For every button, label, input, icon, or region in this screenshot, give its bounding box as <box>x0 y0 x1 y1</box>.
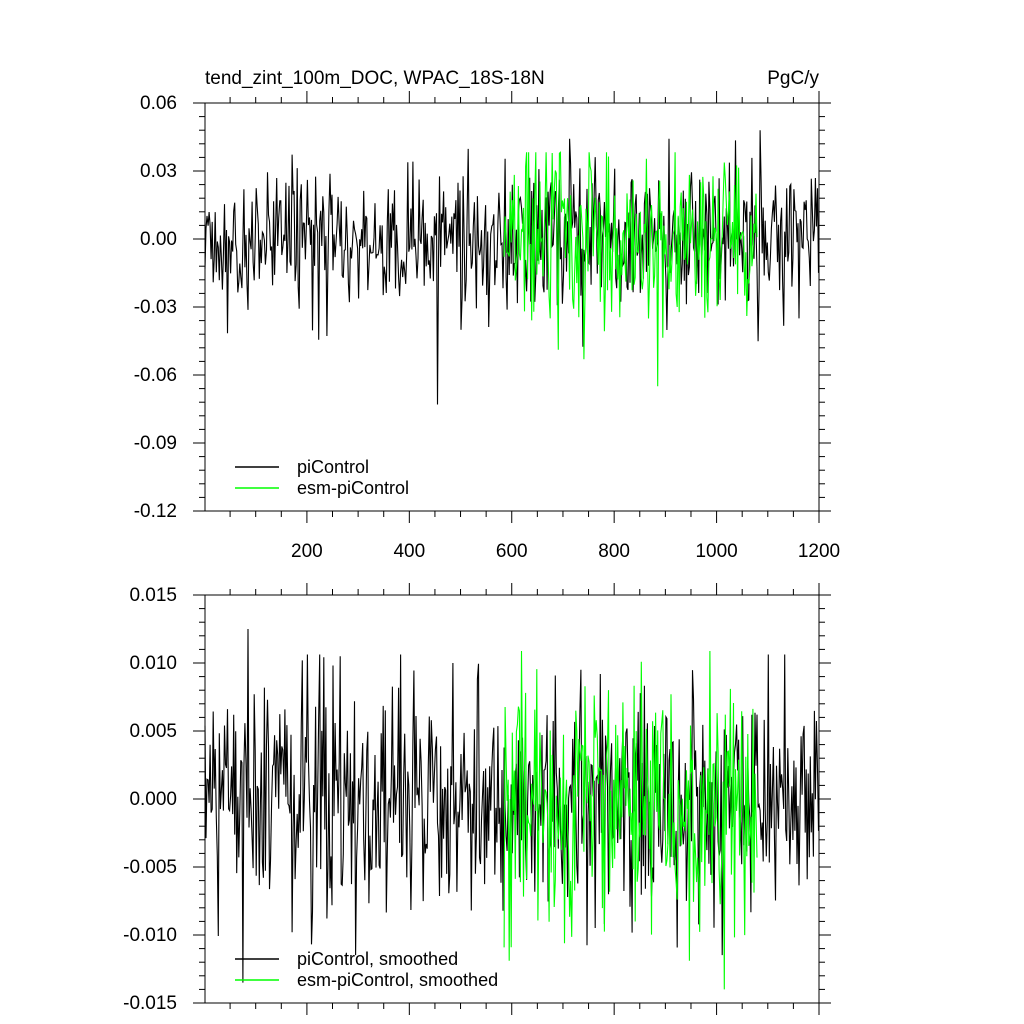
top-panel: -0.12 -0.09 -0.06 -0.03 0.00 0.03 0.06 200 400 60… <box>134 68 840 562</box>
series-line-esm-picontrol <box>503 151 758 387</box>
x-tick-label: 400 <box>393 541 425 562</box>
y-tick-label: -0.015 <box>123 993 177 1014</box>
y-tick-label: -0.005 <box>123 857 177 878</box>
y-tick-label: -0.03 <box>134 297 177 318</box>
y-tick-label: 0.03 <box>140 161 177 182</box>
y-tick-label: 0.00 <box>140 229 177 250</box>
y-tick-label: -0.010 <box>123 925 177 946</box>
x-tick-label: 200 <box>291 541 323 562</box>
y-tick-label: -0.06 <box>134 365 177 386</box>
y-tick-label: 0.015 <box>129 585 177 606</box>
units-label: PgC/y <box>767 68 819 89</box>
bottom-panel: -0.015 -0.010 -0.005 0.000 0.005 0.010 0.015 pi… <box>123 583 831 1015</box>
y-tick-label: -0.09 <box>134 433 177 454</box>
chart-title: tend_zint_100m_DOC, WPAC_18S-18N <box>205 68 545 89</box>
y-tick-label: 0.005 <box>129 721 177 742</box>
legend-label: esm-piControl, smoothed <box>297 970 498 990</box>
x-tick-label: 600 <box>496 541 528 562</box>
plot-frame <box>204 102 820 512</box>
legend-label: piControl, smoothed <box>297 949 458 969</box>
series-line-picontrol <box>204 130 820 405</box>
legend-label: esm-piControl <box>297 478 409 498</box>
x-tick-label: 800 <box>598 541 630 562</box>
y-tick-label: 0.06 <box>140 93 177 114</box>
y-tick-label: 0.010 <box>129 653 177 674</box>
y-tick-label: -0.12 <box>134 501 177 522</box>
series-line-esm-picontrol-smoothed <box>503 650 758 990</box>
x-tick-label: 1000 <box>695 541 737 562</box>
y-tick-label: 0.000 <box>129 789 177 810</box>
legend-label: piControl <box>297 457 369 477</box>
x-tick-label: 1200 <box>798 541 840 562</box>
